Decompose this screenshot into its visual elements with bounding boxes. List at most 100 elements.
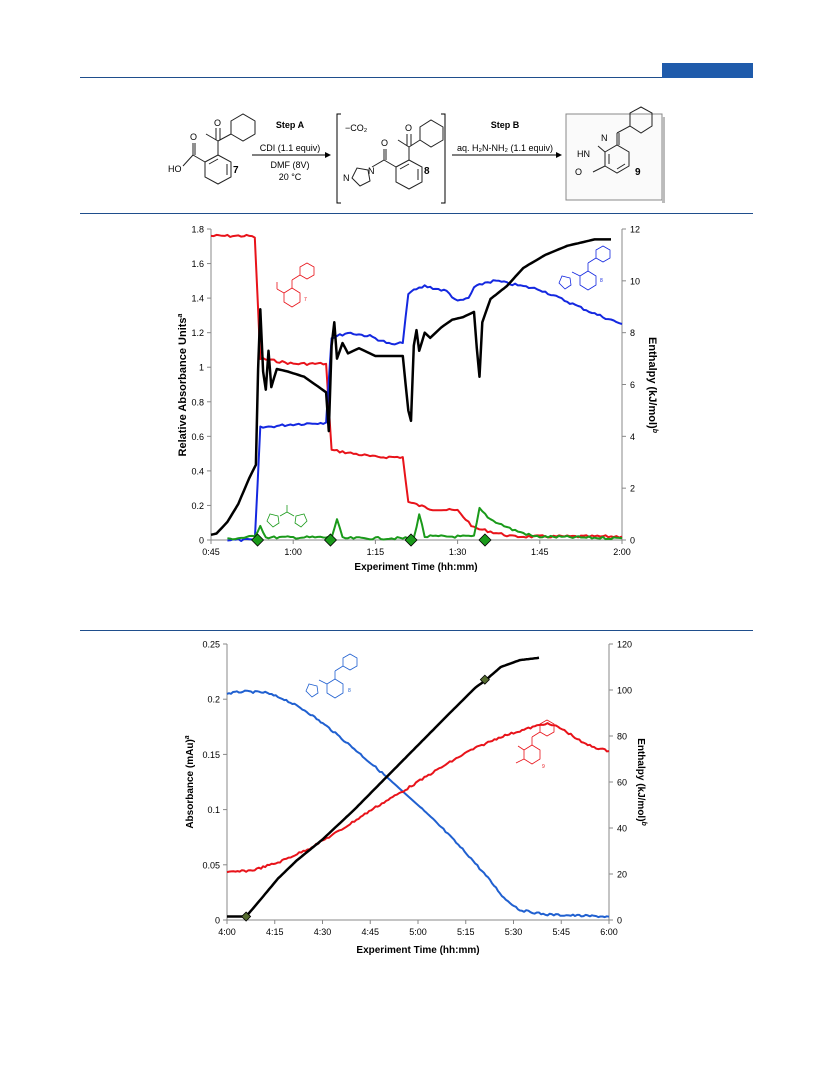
chart-1-event-markers [251,533,492,547]
chart-2-y2-axis-label: Enthalpy (kJ/mol)b [635,738,647,826]
series-line-red [210,233,623,539]
event-marker [478,533,492,547]
x-tick-label: 4:45 [361,927,379,937]
x-tick-label: 0:45 [202,547,220,557]
section-rule [80,630,753,631]
chart-1-structure-7 [276,262,315,308]
x-tick-label: 1:15 [367,547,385,557]
compound-9-box [565,113,663,201]
y-tick-label: 0.1 [207,805,220,815]
y-tick-label: 0.25 [202,640,220,650]
y2-tick-label: 0 [617,916,622,926]
header-tab [662,63,753,78]
step-a-arrowhead [325,152,331,158]
chart-2-x-axis-label: Experiment Time (hh:mm) [356,945,479,956]
header-rule [80,77,753,78]
y-tick-label: 0.6 [191,432,204,442]
compound-8-structure [351,119,444,190]
event-marker [251,533,265,547]
chart-2-structure-8 [305,653,358,699]
y2-tick-label: 60 [617,778,627,788]
y-tick-label: 0.2 [207,695,220,705]
y2-tick-label: 0 [630,536,635,546]
compound-8-n2: N [343,173,350,183]
series-line-black [227,656,540,918]
y-tick-label: 0.15 [202,750,220,760]
chart-1-x-ticks: 0:45 1:00 1:15 1:30 1:45 2:00 [202,540,631,557]
chart-2: 0 0.05 0.1 0.15 0.2 0.25 0 20 40 60 80 100 120 4:00… [184,640,647,957]
compound-9-box-shadow [662,117,665,203]
y2-tick-label: 12 [630,225,640,235]
y-tick-label: 0.2 [191,501,204,511]
x-tick-label: 4:15 [266,927,284,937]
chart-1-x-axis-label: Experiment Time (hh:mm) [354,562,477,573]
reaction-scheme: HO O O 7 Step A CDI (1.1 equiv) DMF (8V)… [168,106,665,204]
compound-8-label: 8 [424,166,430,177]
chart-2-structure-9 [515,719,555,765]
y-tick-label: 1.4 [191,294,204,304]
compound-8-co2: −CO₂ [345,123,368,133]
x-tick-label: 6:00 [600,927,618,937]
y2-tick-label: 20 [617,870,627,880]
chart-1-struct-label-8: 8 [600,278,603,284]
compound-7-o2: O [214,118,221,128]
chart-2-x-ticks: 4:00 4:15 4:30 4:45 5:00 5:15 5:30 5:45 6:00 [218,920,618,937]
compound-7-label: 7 [233,165,239,176]
chart-2-struct-label-9: 9 [542,764,545,770]
y2-tick-label: 40 [617,824,627,834]
series-line-blue [227,279,623,542]
y2-tick-label: 8 [630,328,635,338]
x-tick-label: 4:30 [314,927,332,937]
series-line-red [226,722,610,874]
compound-9-label: 9 [635,167,641,178]
event-marker [241,911,252,922]
chart-2-y-ticks: 0 0.05 0.1 0.15 0.2 0.25 [202,640,227,926]
chart-1-structure-cdi [266,505,308,528]
compound-9-o: O [575,167,582,177]
y2-tick-label: 2 [630,484,635,494]
compound-9-structure [592,106,653,174]
chart-2-event-markers [241,674,490,922]
y2-tick-label: 4 [630,432,635,442]
y2-tick-label: 6 [630,380,635,390]
y-tick-label: 0 [215,916,220,926]
y-tick-label: 1.2 [191,328,204,338]
x-tick-label: 1:45 [531,547,549,557]
event-marker [323,533,338,547]
x-tick-label: 5:15 [457,927,475,937]
chart-2-y-axis-label: Absorbance (mAu)a [184,735,196,828]
y-tick-label: 0.4 [191,466,204,476]
step-a-reagent: CDI (1.1 equiv) [260,143,321,153]
compound-8-o2: O [405,123,412,133]
x-tick-label: 2:00 [613,547,631,557]
compound-8-o1: O [381,138,388,148]
compound-7-ho: HO [168,164,182,174]
x-tick-label: 4:00 [218,927,236,937]
chart-2-struct-label-8: 8 [348,688,351,694]
x-tick-label: 1:00 [284,547,302,557]
step-a-solvent: DMF (8V) [271,160,310,170]
x-tick-label: 1:30 [449,547,467,557]
x-tick-label: 5:45 [552,927,570,937]
step-b-arrowhead [556,152,562,158]
chart-1-series [210,233,623,542]
compound-9-n: N [601,133,608,143]
step-b-title: Step B [491,120,520,130]
event-marker [479,674,490,685]
series-line-blue2 [226,689,610,919]
scheme-bottom-rule [80,213,753,214]
chart-1-structure-8 [558,245,611,291]
y2-tick-label: 120 [617,640,632,650]
chart-1: 0 0.2 0.4 0.6 0.8 1 1.2 1.4 1.6 1.8 0 2 4 6 8 10 12 0:4… [177,225,658,574]
x-tick-label: 5:00 [409,927,427,937]
y2-tick-label: 100 [617,686,632,696]
chart-1-y-axis-label: Relative Absorbance Unitsa [177,313,189,456]
y-tick-label: 1.6 [191,259,204,269]
step-a-temp: 20 °C [279,172,302,182]
x-tick-label: 5:30 [505,927,523,937]
series-line-green [227,506,623,541]
compound-7-o1: O [190,132,197,142]
chart-2-y2-ticks: 0 20 40 60 80 100 120 [609,640,632,926]
chart-1-y2-ticks: 0 2 4 6 8 10 12 [622,225,640,546]
y-tick-label: 0.8 [191,397,204,407]
